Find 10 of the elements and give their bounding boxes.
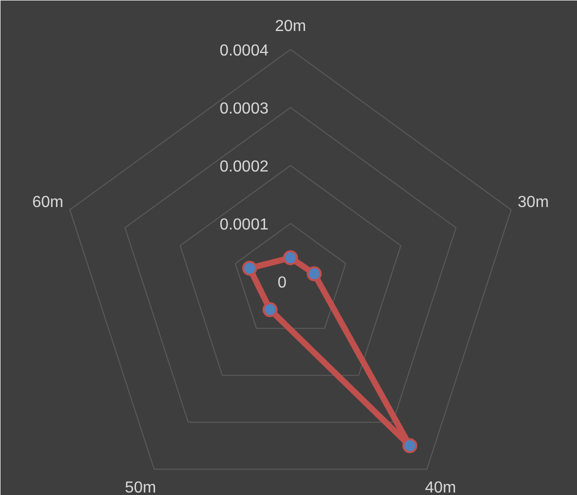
spoke-label: 20m [274,18,306,35]
spoke-label: 50m [124,479,156,495]
y-tick-label: 0.0004 [220,42,269,60]
spoke-label: 40m [424,479,456,495]
y-tick-label: 0.0002 [220,158,269,176]
y-tick-label: 0.0001 [220,216,269,234]
spoke-label: 30m [518,194,549,212]
spoke-label: 60m [32,194,64,212]
y-tick-label: 0 [278,274,287,292]
y-tick-label: 0.0003 [220,100,269,118]
